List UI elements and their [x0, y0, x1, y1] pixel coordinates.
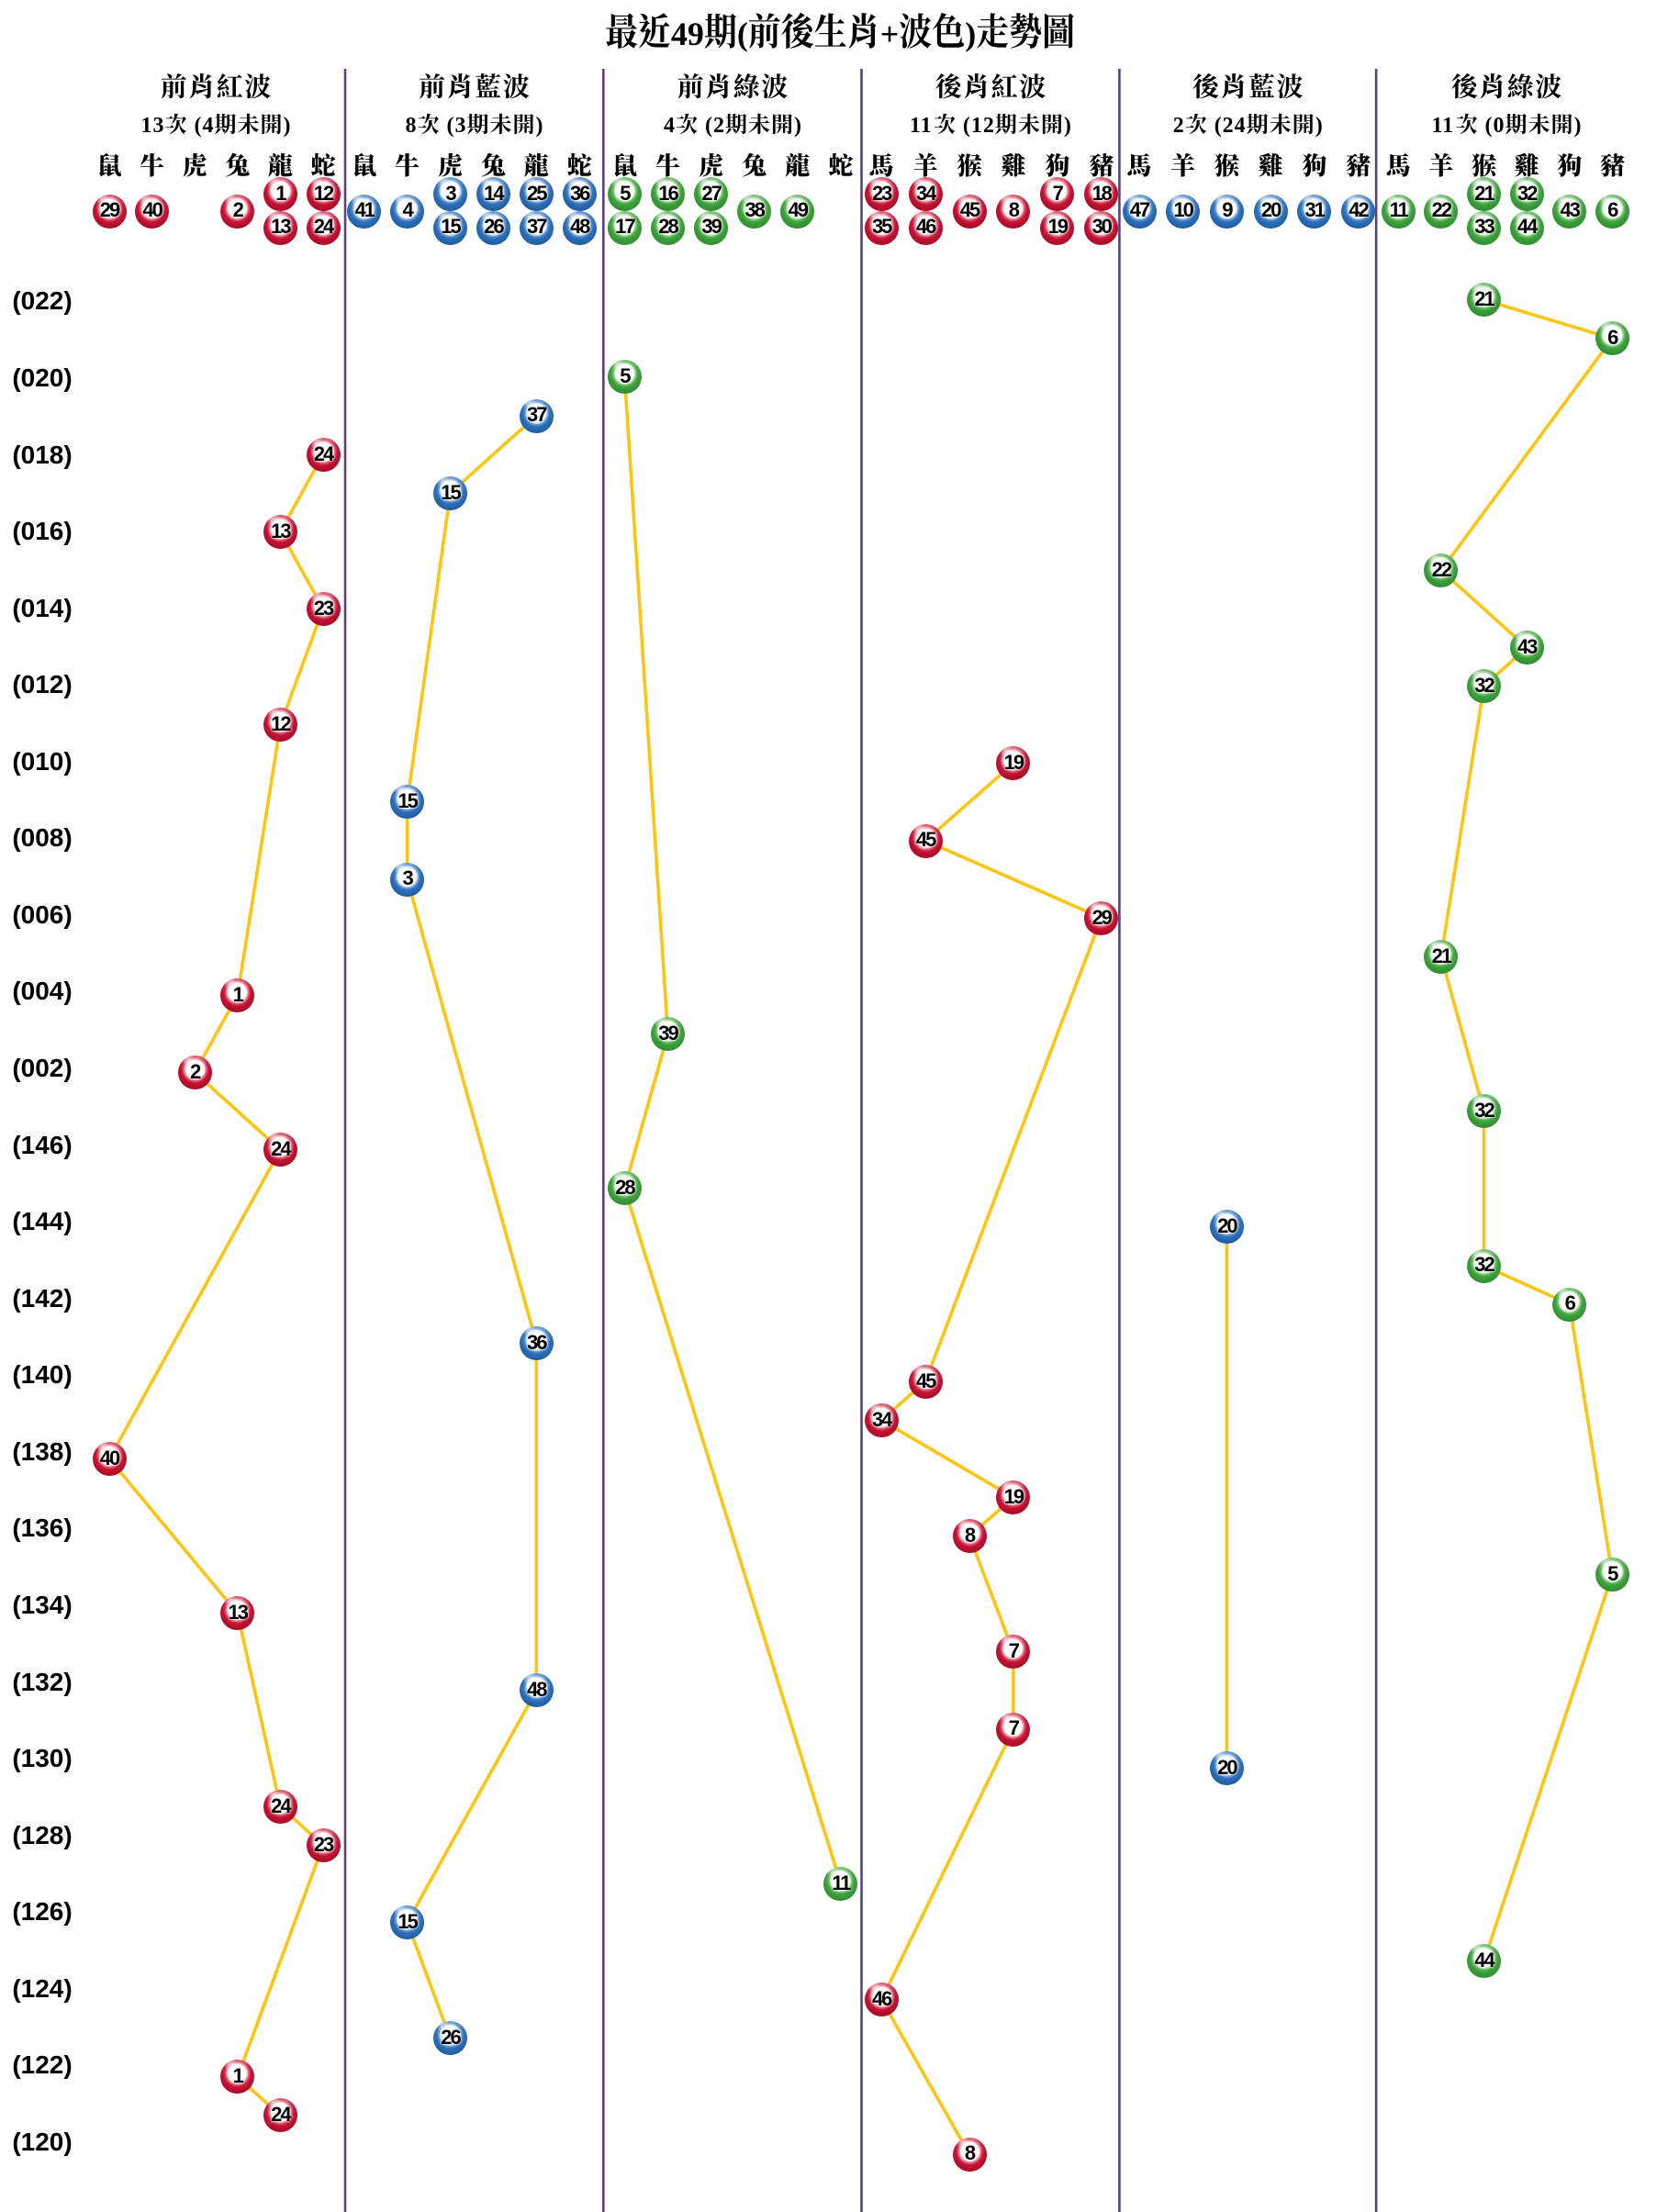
svg-text:8: 8 [406, 114, 418, 138]
svg-text:): ) [965, 16, 976, 52]
svg-text:(2: (2 [705, 114, 725, 138]
svg-text:): ) [1315, 114, 1324, 138]
svg-text:4: 4 [664, 114, 676, 138]
svg-text:): ) [794, 114, 802, 138]
svg-text:11: 11 [910, 114, 933, 138]
svg-text:): ) [1064, 114, 1072, 138]
svg-text:(0: (0 [1485, 114, 1506, 138]
svg-text:2: 2 [1173, 114, 1185, 138]
svg-text:): ) [1574, 114, 1583, 138]
svg-text:): ) [284, 114, 292, 138]
svg-text:11: 11 [1432, 114, 1455, 138]
svg-text:(12: (12 [963, 114, 995, 138]
svg-text:13: 13 [141, 114, 165, 138]
svg-text:(4: (4 [195, 114, 215, 138]
svg-text:): ) [536, 114, 544, 138]
svg-text:(3: (3 [447, 114, 467, 138]
svg-text:(24: (24 [1214, 114, 1247, 138]
svg-text:49: 49 [671, 16, 704, 52]
svg-text:+: + [880, 16, 900, 52]
svg-text:(: ( [737, 16, 748, 52]
